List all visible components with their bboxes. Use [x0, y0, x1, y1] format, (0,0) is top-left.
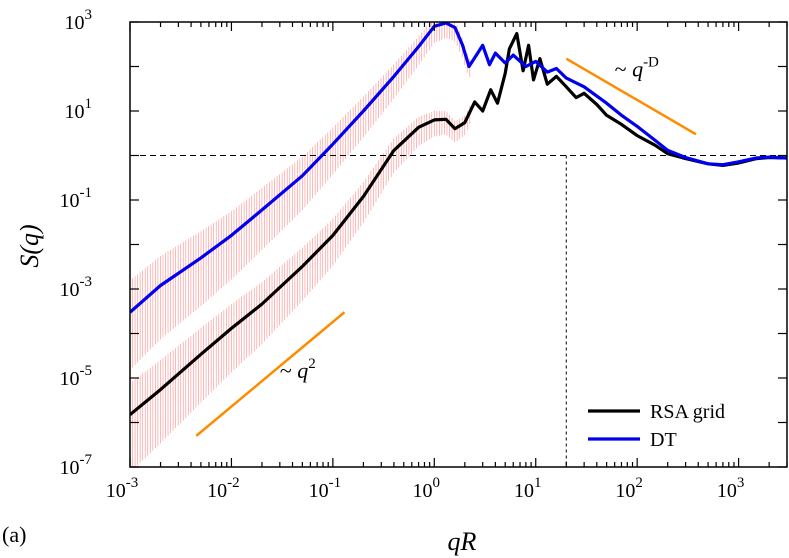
- series-line-dt: [130, 22, 787, 314]
- y-tick-label: 101: [65, 96, 93, 123]
- legend-label-0: RSA grid: [650, 401, 725, 423]
- series-lines: [130, 22, 787, 416]
- x-tick-label: 100: [413, 475, 441, 502]
- panel-label: (a): [2, 522, 26, 547]
- y-tick-label: 10-1: [60, 185, 93, 212]
- y-tick-label: 10-7: [60, 452, 93, 479]
- x-tick-label: 103: [717, 475, 745, 502]
- legend-label-1: DT: [650, 429, 677, 451]
- series-line-rsa-grid: [130, 32, 787, 416]
- axis-ticks: 10-3 10-2 10-1 100 101 102 103 10-7 10-5 10-3 10-1…: [60, 7, 788, 502]
- guide-line-1: [565, 57, 697, 136]
- y-axis-title: S(q): [15, 224, 44, 267]
- y-tick-label: 10-3: [60, 274, 93, 301]
- x-axis-title: qR: [448, 527, 477, 556]
- x-tick-label: 10-3: [106, 475, 139, 502]
- y-tick-label: 10-5: [60, 363, 93, 390]
- reference-lines: [130, 155, 787, 467]
- guide-label-0: ~ q2: [280, 356, 316, 383]
- guide-label-1: ~ q-D: [615, 54, 659, 81]
- y-tick-label: 103: [65, 7, 93, 34]
- x-tick-label: 102: [615, 475, 643, 502]
- error-bars: [130, 22, 471, 467]
- x-tick-label: 10-1: [309, 475, 342, 502]
- x-tick-label: 101: [514, 475, 542, 502]
- x-tick-label: 10-2: [207, 475, 240, 502]
- legend: RSA grid DT: [588, 401, 725, 451]
- guide-line-0: [195, 311, 346, 437]
- guide-lines: ~ q2 ~ q-D: [195, 54, 697, 437]
